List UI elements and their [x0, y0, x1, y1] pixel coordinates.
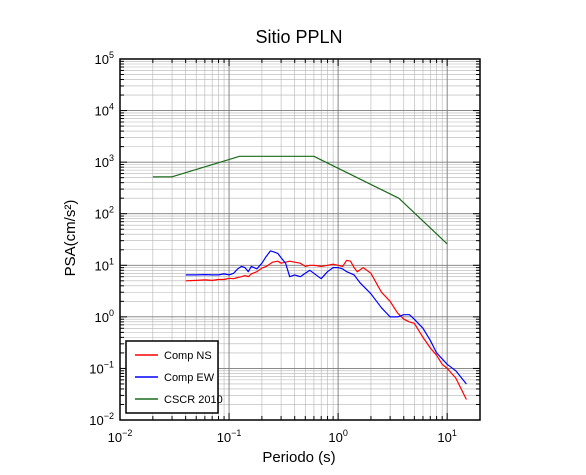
legend-label: Comp EW — [164, 372, 215, 384]
legend: Comp NS Comp EW CSCR 2010 — [125, 340, 223, 414]
series-line-comp-ew — [185, 250, 467, 385]
legend-label: Comp NS — [164, 350, 212, 362]
y-tick-label: 10−1 — [89, 359, 114, 376]
x-tick-label: 101 — [437, 428, 456, 445]
plot-frame — [119, 58, 481, 421]
series-line-comp-ns — [185, 259, 467, 400]
y-tick-label: 103 — [95, 153, 114, 170]
y-tick-label: 102 — [95, 205, 114, 222]
legend-label: CSCR 2010 — [164, 394, 223, 406]
x-axis-label: Periodo (s) — [262, 449, 335, 466]
y-tick-label: 104 — [95, 102, 114, 119]
y-axis-tick-labels: 10−2 10−1 100 101 102 103 104 105 — [89, 50, 114, 428]
series-layer — [152, 155, 467, 400]
x-tick-label: 10−2 — [108, 428, 133, 445]
y-axis-label: PSA(cm/s²) — [62, 200, 79, 277]
y-tick-label: 101 — [95, 256, 114, 273]
y-tick-label: 105 — [95, 50, 114, 67]
series-line-cscr-2010 — [152, 155, 448, 245]
x-axis-ticks — [119, 59, 481, 420]
legend-entries: Comp NS Comp EW CSCR 2010 — [135, 350, 223, 406]
chart-title: Sitio PPLN — [255, 27, 342, 47]
x-axis-tick-labels: 10−2 10−1 100 101 — [108, 428, 457, 445]
x-tick-label: 100 — [328, 428, 347, 445]
y-axis-ticks — [120, 58, 480, 421]
y-tick-label: 10−2 — [89, 411, 114, 428]
y-tick-label: 100 — [95, 308, 114, 325]
x-tick-label: 10−1 — [217, 428, 242, 445]
